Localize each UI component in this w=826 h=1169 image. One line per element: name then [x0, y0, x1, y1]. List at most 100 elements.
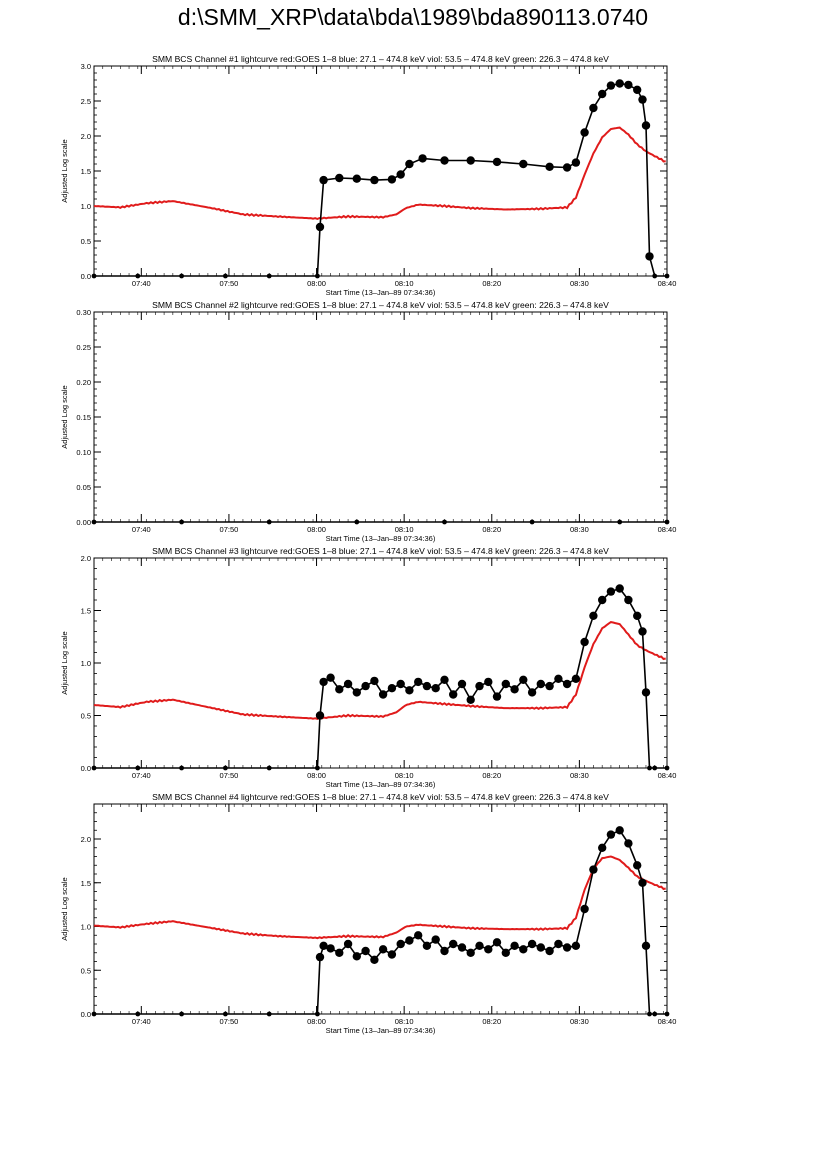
bcs-data-point: [624, 80, 633, 90]
bcs-data-point: [571, 674, 581, 683]
x-tick-label: 08:10: [395, 279, 414, 288]
bcs-data-point: [343, 679, 353, 689]
bcs-data-point: [652, 765, 658, 771]
y-tick-label: 0.20: [76, 378, 91, 387]
x-tick-label: 07:50: [220, 525, 239, 534]
bcs-data-point: [343, 939, 353, 949]
bcs-data-point: [510, 685, 519, 694]
bcs-data-point: [664, 273, 670, 279]
y-tick-label: 0.30: [76, 308, 91, 317]
x-tick-label: 08:00: [307, 525, 326, 534]
bcs-data-point: [431, 684, 440, 693]
bcs-data-point: [545, 681, 554, 691]
bcs-data-point: [554, 674, 563, 683]
bcs-data-point: [645, 252, 654, 261]
goes-lightcurve-line: [93, 126, 666, 220]
y-axis-label: Adjusted Log scale: [60, 877, 69, 940]
bcs-data-point: [589, 611, 598, 620]
bcs-data-point: [641, 941, 651, 950]
y-tick-label: 2.5: [81, 97, 91, 106]
y-tick-label: 0.0: [81, 1010, 91, 1019]
y-tick-label: 0.15: [76, 413, 91, 422]
bcs-data-point: [606, 587, 616, 596]
bcs-data-point: [501, 948, 510, 957]
bcs-data-point: [664, 765, 670, 771]
bcs-data-point: [315, 711, 325, 720]
chart-title: SMM BCS Channel #4 lightcurve red:GOES 1…: [152, 792, 609, 802]
bcs-data-point: [652, 1011, 658, 1017]
y-tick-label: 1.5: [81, 879, 91, 888]
bcs-lightcurve-line: [94, 82, 667, 277]
bcs-data-point: [135, 1011, 141, 1017]
bcs-data-point: [641, 688, 651, 697]
bcs-data-point: [370, 175, 379, 185]
bcs-data-point: [466, 156, 475, 165]
bcs-data-point: [615, 584, 624, 593]
x-tick-label: 08:40: [658, 1017, 677, 1026]
bcs-data-point: [335, 173, 344, 183]
bcs-data-point: [396, 170, 405, 179]
bcs-data-point: [598, 89, 607, 99]
bcs-data-point: [606, 81, 616, 90]
bcs-data-point: [652, 273, 658, 279]
bcs-data-point: [335, 948, 344, 957]
bcs-data-point: [527, 688, 537, 697]
bcs-data-point: [135, 765, 141, 771]
x-tick-label: 08:00: [307, 771, 326, 780]
bcs-data-point: [315, 765, 320, 771]
x-tick-label: 08:10: [395, 525, 414, 534]
bcs-data-point: [664, 1011, 670, 1017]
channel-2-panel: SMM BCS Channel #2 lightcurve red:GOES 1…: [60, 300, 676, 543]
y-tick-label: 0.5: [81, 237, 91, 246]
x-tick-label: 07:40: [132, 525, 151, 534]
bcs-data-point: [492, 692, 502, 701]
x-tick-label: 07:40: [132, 1017, 151, 1026]
y-tick-label: 1.5: [81, 607, 91, 616]
x-tick-label: 08:40: [658, 279, 677, 288]
goes-lightcurve-line: [93, 621, 666, 720]
bcs-data-point: [361, 681, 370, 691]
bcs-data-point: [633, 611, 642, 620]
bcs-data-point: [135, 273, 141, 279]
bcs-data-point: [638, 878, 647, 887]
bcs-data-point: [266, 519, 272, 525]
bcs-data-point: [396, 939, 405, 949]
x-tick-label: 08:00: [307, 1017, 326, 1026]
y-tick-label: 0.10: [76, 448, 91, 457]
y-tick-label: 2.0: [81, 835, 91, 844]
bcs-data-point: [319, 677, 328, 687]
bcs-data-point: [91, 273, 97, 279]
bcs-data-point: [405, 686, 414, 695]
bcs-data-point: [638, 627, 647, 636]
y-axis-label: Adjusted Log scale: [60, 139, 69, 202]
bcs-data-point: [442, 519, 447, 525]
bcs-data-point: [370, 676, 379, 686]
x-tick-label: 08:30: [570, 771, 589, 780]
y-tick-label: 0.5: [81, 966, 91, 975]
bcs-data-point: [545, 162, 554, 171]
chart-title: SMM BCS Channel #3 lightcurve red:GOES 1…: [152, 546, 609, 556]
bcs-data-point: [422, 941, 432, 950]
bcs-data-point: [414, 677, 423, 687]
bcs-data-point: [580, 904, 589, 914]
bcs-data-point: [638, 95, 647, 104]
bcs-data-point: [571, 941, 581, 950]
x-axis-label: Start Time (13–Jan–89 07:34:36): [326, 288, 436, 297]
bcs-data-point: [492, 938, 502, 947]
bcs-data-point: [664, 519, 670, 525]
page-title: d:\SMM_XRP\data\bda\1989\bda890113.0740: [177, 4, 649, 30]
bcs-data-point: [536, 943, 545, 952]
plot-frame: [93, 557, 668, 769]
bcs-data-point: [617, 519, 623, 525]
bcs-data-point: [466, 695, 475, 704]
bcs-data-point: [354, 519, 360, 525]
bcs-data-point: [266, 273, 272, 279]
x-tick-label: 07:50: [220, 771, 239, 780]
bcs-data-point: [598, 595, 607, 605]
bcs-data-point: [589, 103, 598, 113]
bcs-data-point: [387, 684, 397, 693]
bcs-data-point: [484, 677, 493, 687]
bcs-data-point: [315, 273, 320, 279]
channel-4-panel: SMM BCS Channel #4 lightcurve red:GOES 1…: [60, 792, 676, 1035]
